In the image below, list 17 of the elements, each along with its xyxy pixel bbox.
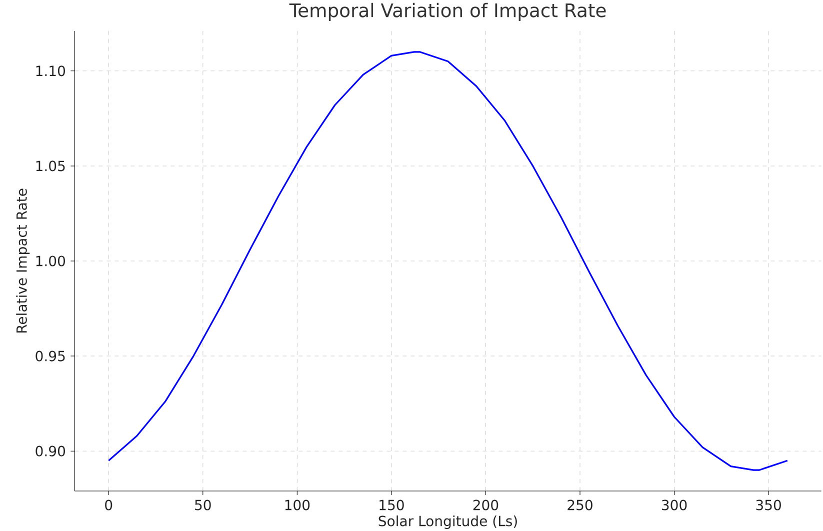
chart-title: Temporal Variation of Impact Rate [289,2,606,21]
x-tick-label: 300 [662,500,687,510]
y-axis-title: Relative Impact Rate [16,188,30,333]
x-tick-label: 200 [473,500,498,510]
x-tick-label: 150 [380,500,404,510]
y-tick-label: 1.00 [36,256,66,266]
y-tick-label: 0.90 [36,446,66,456]
x-tick-label: 250 [568,500,592,510]
y-tick-label: 1.05 [36,160,65,172]
y-tick-label: 1.10 [36,66,66,76]
x-tick-label: 0 [105,500,112,510]
x-tick-label: 100 [285,500,310,510]
x-tick-label: 350 [756,500,781,510]
x-tick-label: 50 [195,500,211,510]
y-tick-label: 0.95 [36,350,65,362]
x-axis-title: Solar Longitude (Ls) [378,515,517,529]
line-series [108,51,788,471]
